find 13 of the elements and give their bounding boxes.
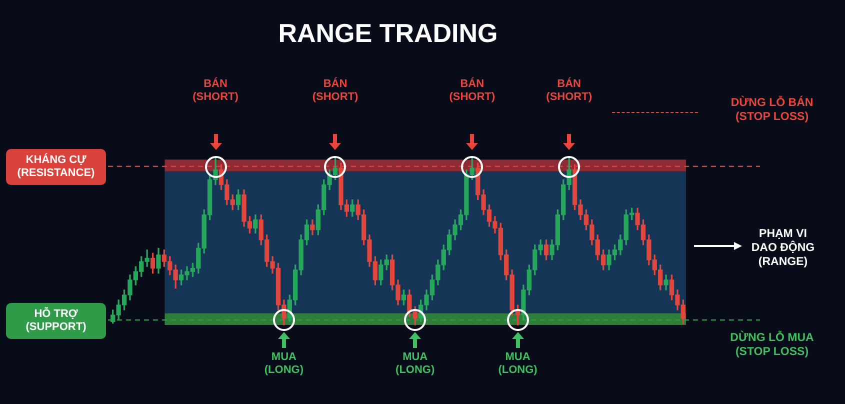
text: BÁN (SHORT) <box>545 78 593 104</box>
text: DỪNG LỖ MUA (STOP LOSS) <box>729 332 815 360</box>
ref-line-label: HỖ TRỢ (SUPPORT) <box>6 302 106 339</box>
chart-title: RANGE TRADING <box>277 18 499 50</box>
ref-line-label: KHÁNG CỰ (RESISTANCE) <box>6 149 106 186</box>
text: PHẠM VI DAO ĐỘNG (RANGE) <box>750 228 816 270</box>
text: MUA (LONG) <box>497 351 538 378</box>
text: MUA (LONG) <box>263 351 304 378</box>
text: BÁN (SHORT) <box>448 78 496 104</box>
text: DỪNG LỖ BÁN (STOP LOSS) <box>730 97 814 125</box>
text: BÁN (SHORT) <box>311 78 360 104</box>
text: MUA (LONG) <box>394 351 436 378</box>
text: BÁN (SHORT) <box>192 78 240 104</box>
